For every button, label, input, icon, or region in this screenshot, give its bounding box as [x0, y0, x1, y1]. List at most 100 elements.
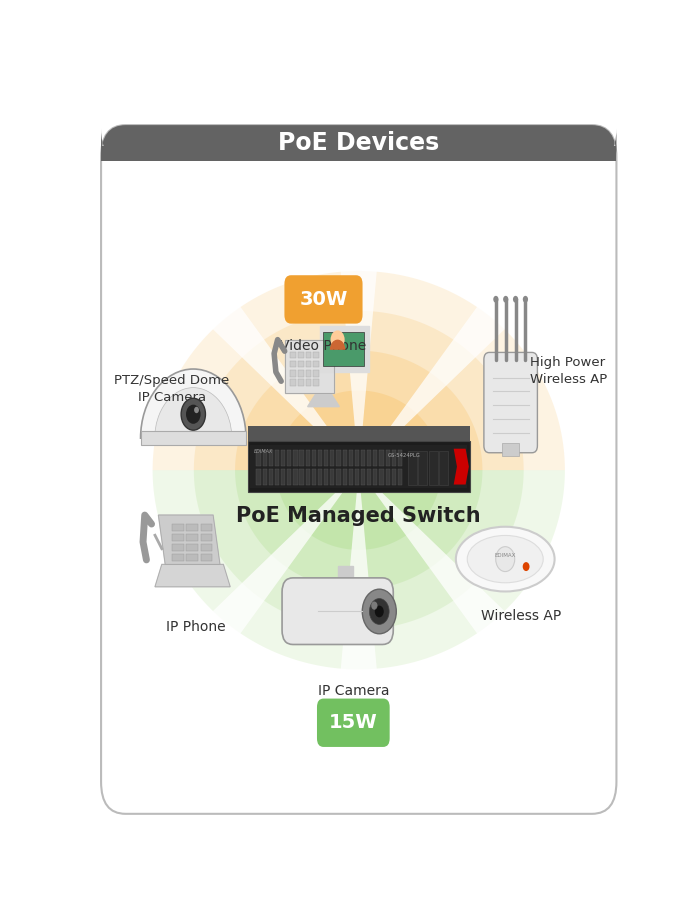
- Bar: [201, 553, 212, 561]
- Bar: [262, 450, 267, 466]
- Bar: [305, 361, 312, 368]
- Bar: [349, 469, 353, 484]
- Bar: [368, 450, 371, 466]
- Bar: [269, 450, 273, 466]
- Bar: [323, 332, 364, 367]
- Bar: [314, 380, 319, 386]
- Polygon shape: [155, 565, 230, 587]
- Bar: [398, 469, 402, 484]
- FancyBboxPatch shape: [282, 578, 393, 645]
- Bar: [251, 445, 468, 488]
- Bar: [324, 450, 328, 466]
- Bar: [300, 469, 304, 484]
- Bar: [386, 450, 390, 466]
- Polygon shape: [153, 271, 565, 470]
- Bar: [298, 361, 304, 368]
- Circle shape: [371, 602, 377, 610]
- Bar: [262, 469, 267, 484]
- Circle shape: [513, 296, 518, 303]
- FancyBboxPatch shape: [317, 699, 390, 747]
- Polygon shape: [358, 470, 512, 641]
- Circle shape: [503, 296, 508, 303]
- Text: PoE Managed Switch: PoE Managed Switch: [237, 506, 481, 527]
- Bar: [186, 543, 198, 551]
- Circle shape: [363, 590, 396, 634]
- Bar: [318, 450, 322, 466]
- Polygon shape: [248, 426, 470, 441]
- Bar: [281, 469, 285, 484]
- Bar: [324, 469, 328, 484]
- Polygon shape: [358, 298, 512, 470]
- Bar: [373, 450, 377, 466]
- Bar: [314, 352, 319, 359]
- Bar: [392, 450, 396, 466]
- Polygon shape: [454, 449, 469, 484]
- Bar: [330, 469, 335, 484]
- Polygon shape: [340, 470, 377, 679]
- Bar: [305, 380, 312, 386]
- Bar: [172, 534, 183, 541]
- Bar: [287, 469, 291, 484]
- Polygon shape: [206, 298, 358, 470]
- Bar: [172, 543, 183, 551]
- FancyBboxPatch shape: [284, 275, 363, 323]
- Bar: [305, 371, 312, 377]
- Polygon shape: [194, 470, 524, 629]
- Bar: [172, 524, 183, 531]
- Bar: [355, 469, 359, 484]
- Polygon shape: [194, 310, 524, 470]
- Bar: [201, 534, 212, 541]
- Bar: [440, 451, 448, 484]
- Bar: [186, 553, 198, 561]
- Bar: [141, 432, 246, 444]
- Bar: [337, 469, 341, 484]
- Polygon shape: [206, 470, 358, 641]
- Bar: [290, 361, 296, 368]
- Bar: [379, 469, 384, 484]
- Bar: [355, 450, 359, 466]
- Bar: [293, 469, 298, 484]
- Bar: [349, 450, 353, 466]
- Text: Wireless AP: Wireless AP: [482, 609, 561, 623]
- Bar: [330, 450, 335, 466]
- Bar: [337, 450, 341, 466]
- Text: PoE Devices: PoE Devices: [278, 131, 440, 155]
- Circle shape: [330, 331, 344, 349]
- Bar: [290, 380, 296, 386]
- Text: PTZ/Speed Dome
IP Camera: PTZ/Speed Dome IP Camera: [114, 374, 229, 404]
- Polygon shape: [320, 326, 370, 372]
- Text: High Power
Wireless AP: High Power Wireless AP: [530, 357, 607, 386]
- Text: Video Phone: Video Phone: [281, 338, 367, 353]
- Bar: [293, 450, 298, 466]
- Bar: [306, 469, 310, 484]
- Bar: [312, 469, 316, 484]
- Bar: [361, 450, 365, 466]
- Bar: [248, 441, 470, 492]
- Polygon shape: [158, 515, 220, 565]
- Bar: [392, 469, 396, 484]
- Bar: [290, 352, 296, 359]
- Bar: [368, 469, 371, 484]
- Polygon shape: [235, 470, 482, 590]
- Polygon shape: [235, 350, 482, 470]
- Circle shape: [494, 296, 498, 303]
- Bar: [281, 450, 285, 466]
- Circle shape: [523, 296, 528, 303]
- Bar: [201, 524, 212, 531]
- Text: 15W: 15W: [329, 713, 378, 732]
- FancyBboxPatch shape: [484, 352, 538, 453]
- Bar: [275, 469, 279, 484]
- Circle shape: [370, 599, 389, 625]
- Text: IP Phone: IP Phone: [166, 620, 226, 634]
- Bar: [407, 451, 416, 484]
- Bar: [275, 450, 279, 466]
- Bar: [287, 450, 291, 466]
- Ellipse shape: [456, 527, 554, 591]
- Bar: [269, 469, 273, 484]
- Polygon shape: [153, 470, 565, 669]
- Bar: [290, 371, 296, 377]
- Polygon shape: [340, 261, 377, 470]
- Bar: [201, 543, 212, 551]
- Text: 30W: 30W: [300, 290, 348, 309]
- Wedge shape: [141, 369, 246, 438]
